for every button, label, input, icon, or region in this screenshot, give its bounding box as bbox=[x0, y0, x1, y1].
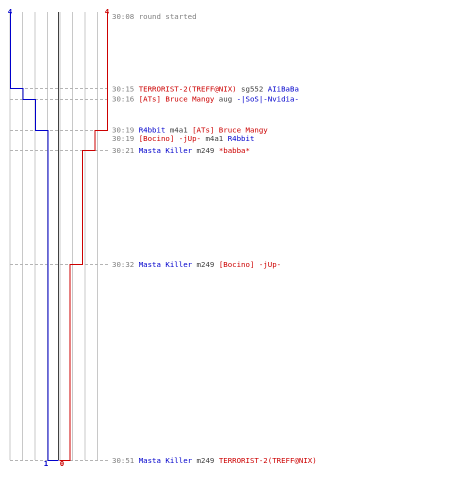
event-time: 30:15 bbox=[112, 84, 139, 93]
top-count-label: 4 bbox=[105, 7, 110, 16]
event-text-part: m249 bbox=[192, 260, 219, 269]
event-text-part: [ATs] Bruce Mangy bbox=[139, 95, 215, 104]
event-text-part: TERRORIST-2(TREFF@NIX) bbox=[139, 84, 237, 93]
event-time: 30:16 bbox=[112, 95, 139, 104]
event-row: 30:32 Masta Killer m249 [Bocino] -jUp- bbox=[112, 260, 281, 269]
event-text-part: Masta Killer bbox=[139, 260, 193, 269]
event-text-part: -|SoS|-Nvidia- bbox=[237, 95, 299, 104]
event-text-part: TERRORIST-2(TREFF@NIX) bbox=[219, 456, 317, 465]
event-row: 30:16 [ATs] Bruce Mangy aug -|SoS|-Nvidi… bbox=[112, 95, 299, 104]
event-time: 30:51 bbox=[112, 456, 139, 465]
event-text-part: Masta Killer bbox=[139, 146, 193, 155]
event-text-part: [Bocino] -jUp- bbox=[219, 260, 281, 269]
event-text-part: R4bbit bbox=[139, 126, 166, 135]
event-text-part: m249 bbox=[192, 456, 219, 465]
event-text-part: sg552 bbox=[237, 84, 268, 93]
event-text-part: m4a1 bbox=[165, 126, 192, 135]
bottom-count-label: 1 bbox=[44, 459, 49, 468]
series-line-team_b bbox=[59, 12, 108, 461]
event-row: 30:19 [Bocino] -jUp- m4a1 R4bbit bbox=[112, 134, 254, 143]
bottom-count-label: 0 bbox=[60, 459, 64, 468]
event-text-part: aug bbox=[214, 95, 236, 104]
event-row: 30:51 Masta Killer m249 TERRORIST-2(TREF… bbox=[112, 456, 317, 465]
event-time: 30:32 bbox=[112, 260, 139, 269]
event-text-part: m4a1 bbox=[201, 134, 228, 143]
event-time: 30:08 bbox=[112, 12, 139, 21]
event-text-part: *babba* bbox=[219, 146, 250, 155]
series-line-team_a bbox=[10, 12, 59, 461]
event-row: 30:08 round started bbox=[112, 12, 197, 21]
event-time: 30:19 bbox=[112, 134, 139, 143]
event-text-part: round started bbox=[139, 12, 197, 21]
event-text-part: [Bocino] -jUp- bbox=[139, 134, 201, 143]
event-text-part: m249 bbox=[192, 146, 219, 155]
event-time: 30:21 bbox=[112, 146, 139, 155]
event-text-part: Masta Killer bbox=[139, 456, 193, 465]
event-text-part: [ATs] Bruce Mangy bbox=[192, 126, 268, 135]
event-row: 30:15 TERRORIST-2(TREFF@NIX) sg552 AIiBa… bbox=[112, 84, 299, 93]
event-text-part: R4bbit bbox=[228, 134, 255, 143]
event-time: 30:19 bbox=[112, 126, 139, 135]
event-row: 30:21 Masta Killer m249 *babba* bbox=[112, 146, 250, 155]
event-row: 30:19 R4bbit m4a1 [ATs] Bruce Mangy bbox=[112, 126, 268, 135]
event-text-part: AIiBaBa bbox=[268, 84, 299, 93]
top-count-label: 4 bbox=[8, 7, 13, 16]
